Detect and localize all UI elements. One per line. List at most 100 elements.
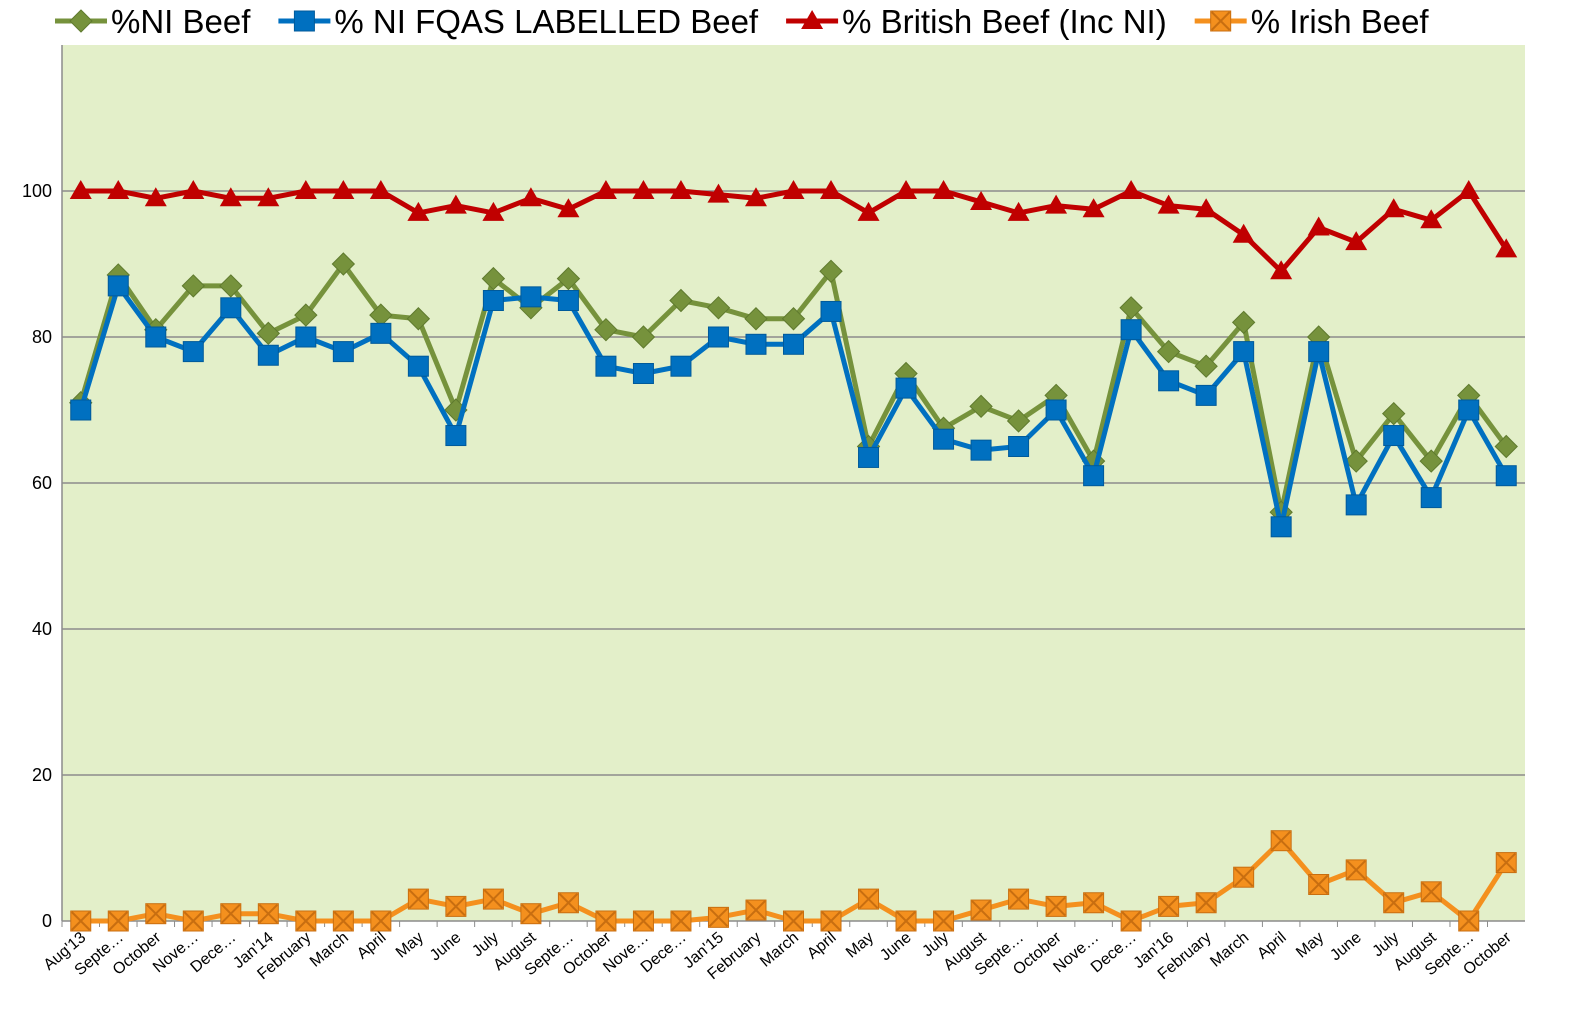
marker <box>1083 465 1105 487</box>
legend-label: % British Beef (Inc NI) <box>842 3 1167 40</box>
marker <box>1495 238 1518 258</box>
marker <box>1119 296 1143 320</box>
marker <box>595 355 617 377</box>
x-tick-label: May <box>1293 929 1327 961</box>
legend-item: % NI FQAS LABELLED Beef <box>278 3 759 40</box>
marker <box>1232 223 1255 243</box>
marker <box>1210 10 1232 32</box>
marker <box>1233 341 1255 363</box>
marker <box>632 910 654 932</box>
marker <box>220 903 242 925</box>
marker <box>295 910 317 932</box>
marker <box>331 252 356 276</box>
y-tick-label: 100 <box>22 181 52 201</box>
marker-cross <box>1271 830 1291 851</box>
marker <box>1158 370 1180 392</box>
marker <box>1494 434 1518 459</box>
marker <box>744 187 767 207</box>
marker <box>1120 910 1142 932</box>
marker <box>632 180 655 199</box>
x-tick-label: March <box>1207 929 1252 971</box>
marker-cross <box>1083 893 1104 913</box>
marker <box>1007 201 1030 221</box>
marker <box>182 910 204 932</box>
marker <box>970 190 993 210</box>
marker-cross <box>1459 911 1479 931</box>
marker <box>819 259 843 284</box>
marker-cross <box>858 889 879 909</box>
marker <box>783 910 804 932</box>
marker <box>407 201 430 221</box>
x-tick-label: April <box>1254 929 1289 963</box>
marker <box>895 377 917 399</box>
y-tick-label: 80 <box>32 327 52 347</box>
marker <box>144 187 167 207</box>
x-tick-label: May <box>393 929 427 961</box>
marker-cross <box>1158 896 1179 917</box>
marker-cross <box>1008 889 1029 909</box>
marker-cross <box>296 911 316 931</box>
marker <box>332 341 354 363</box>
x-tick-label: June <box>427 929 465 964</box>
marker-cross <box>746 900 766 920</box>
marker <box>745 899 767 921</box>
marker-cross <box>521 903 541 924</box>
marker <box>1270 516 1292 538</box>
y-tick-label: 60 <box>32 473 52 493</box>
marker <box>293 10 315 32</box>
marker <box>145 903 167 925</box>
legend-label: % NI FQAS LABELLED Beef <box>334 3 759 40</box>
marker <box>1270 260 1293 280</box>
marker <box>1156 339 1181 364</box>
marker <box>445 895 467 917</box>
marker <box>445 425 467 447</box>
marker <box>1382 401 1406 426</box>
marker-cross <box>971 900 991 920</box>
marker <box>1420 209 1443 229</box>
marker-cross <box>1496 852 1516 873</box>
marker <box>1308 341 1330 363</box>
marker <box>182 341 204 363</box>
marker <box>595 910 617 932</box>
marker <box>933 910 955 932</box>
marker <box>1495 852 1517 874</box>
marker <box>219 187 242 207</box>
marker <box>783 333 804 355</box>
marker <box>482 201 505 221</box>
marker <box>69 180 92 199</box>
legend-label: % Irish Beef <box>1251 3 1430 40</box>
marker-cross <box>1196 893 1216 913</box>
marker <box>557 290 579 311</box>
marker <box>1345 231 1368 251</box>
marker <box>1233 866 1255 888</box>
marker-cross <box>596 911 616 931</box>
marker <box>1307 216 1330 236</box>
marker-cross <box>71 911 91 931</box>
marker <box>1419 449 1443 473</box>
y-tick-label: 20 <box>32 765 52 785</box>
marker <box>1120 180 1143 199</box>
marker <box>707 906 729 928</box>
marker <box>519 187 542 207</box>
x-tick-label: March <box>307 929 352 971</box>
marker <box>1045 399 1067 421</box>
marker <box>1495 465 1517 487</box>
y-tick-label: 0 <box>42 911 52 931</box>
marker <box>707 183 730 203</box>
marker <box>69 9 93 33</box>
marker <box>895 910 917 932</box>
marker <box>294 303 318 327</box>
marker <box>857 201 880 221</box>
marker <box>1008 888 1030 910</box>
marker <box>706 296 731 320</box>
marker <box>1195 198 1218 218</box>
marker <box>520 286 542 308</box>
marker <box>1420 881 1442 903</box>
marker <box>482 888 504 910</box>
marker <box>1045 895 1067 917</box>
marker-cross <box>783 911 804 931</box>
marker <box>370 322 392 344</box>
marker <box>970 899 992 921</box>
marker <box>1344 449 1368 473</box>
marker <box>1457 180 1480 199</box>
